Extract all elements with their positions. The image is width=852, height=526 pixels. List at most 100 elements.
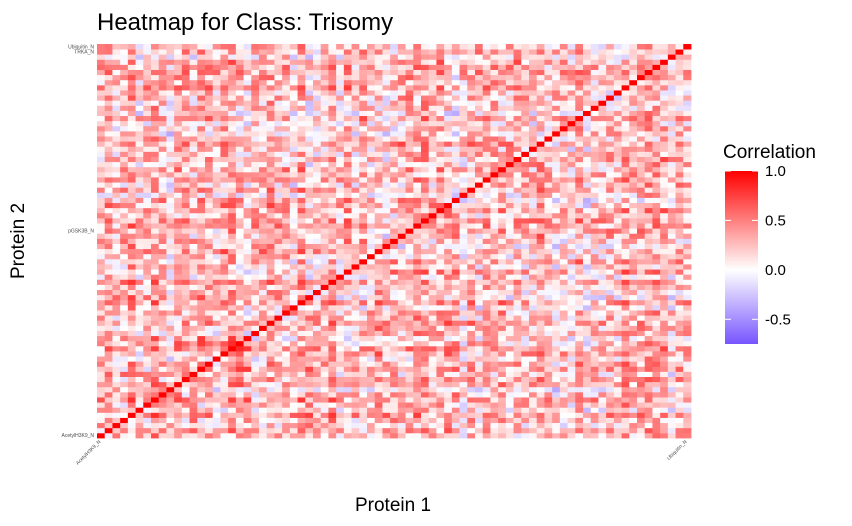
heatmap-cell [482,146,491,152]
heatmap-cell [305,310,314,316]
heatmap-cell [305,243,314,250]
heatmap-cell [212,146,221,152]
heatmap-cell [259,84,268,91]
heatmap-cell [567,202,576,209]
heatmap-cell [590,315,599,321]
heatmap-cell [482,182,491,188]
heatmap-cell [212,422,221,429]
heatmap-cell [451,294,460,301]
heatmap-cell [529,171,538,178]
heatmap-cell [590,243,599,250]
heatmap-cell [274,391,283,398]
heatmap-cell [120,233,129,239]
heatmap-cell [151,95,160,101]
heatmap-cell [359,100,368,106]
heatmap-cell [120,391,129,398]
heatmap-cell [259,120,268,127]
heatmap-cell [405,84,414,91]
heatmap-cell [181,381,190,388]
heatmap-cell [405,397,414,403]
heatmap-cell [336,84,345,91]
heatmap-cell [436,233,445,239]
heatmap-cell [513,361,522,367]
heatmap-cell [158,361,167,367]
heatmap-cell [559,59,568,65]
heatmap-cell [436,315,445,321]
heatmap-cell [544,274,553,280]
heatmap-cell [490,391,499,398]
heatmap-cell [266,279,275,285]
heatmap-cell [251,74,260,81]
heatmap-cell [374,269,383,275]
heatmap-cell [266,325,275,331]
heatmap-cell [158,279,167,285]
heatmap-cell [235,386,244,393]
heatmap-cell [428,391,437,398]
heatmap-cell [343,351,352,357]
heatmap-cell [451,228,460,234]
heatmap-cell [505,171,514,178]
heatmap-cell [529,397,538,403]
heatmap-cell [243,223,252,229]
heatmap-cell [436,361,445,367]
heatmap-cell [212,340,221,347]
heatmap-cell [505,274,514,280]
heatmap-cell [559,330,568,337]
heatmap-cell [320,238,329,244]
heatmap-cell [367,44,376,50]
heatmap-cell [521,192,530,198]
heatmap-cell [289,432,298,439]
heatmap-cell [444,304,453,311]
heatmap-cell [590,371,599,377]
heatmap-cell [212,120,221,127]
heatmap-cell [212,141,221,147]
heatmap-cell [336,59,345,65]
heatmap-cell [513,274,522,280]
heatmap-cell [351,274,360,280]
heatmap-cell [444,59,453,65]
heatmap-cell [181,161,190,168]
heatmap-cell [282,44,291,50]
heatmap-cell [359,351,368,357]
heatmap-cell [367,202,376,209]
heatmap-cell [467,146,476,152]
heatmap-cell [259,202,268,209]
heatmap-cell [367,166,376,173]
heatmap-cell [336,95,345,101]
heatmap-cell [143,233,152,239]
heatmap-cell [104,207,113,214]
heatmap-cell [205,294,214,301]
heatmap-cell [328,366,337,372]
heatmap-cell [513,228,522,234]
heatmap-cell [382,258,391,265]
heatmap-cell [127,177,136,183]
heatmap-cell [413,44,422,50]
heatmap-cell [552,412,561,418]
heatmap-cell [544,187,553,193]
heatmap-cell [505,182,514,188]
heatmap-cell [104,84,113,91]
heatmap-cell [374,166,383,173]
heatmap-cell [97,141,106,147]
heatmap-cell [313,54,322,60]
heatmap-cell [135,228,144,234]
heatmap-cell [397,105,406,111]
heatmap-cell [181,289,190,296]
heatmap-cell [359,177,368,183]
heatmap-cell [166,95,175,101]
heatmap-cell [235,217,244,224]
heatmap-cell [197,151,206,157]
heatmap-cell [197,351,206,357]
heatmap-cell [536,427,545,434]
heatmap-cell [127,95,136,101]
heatmap-cell [274,407,283,413]
heatmap-cell [297,115,306,122]
heatmap-cell [135,376,144,383]
heatmap-cell [282,136,291,142]
heatmap-cell [313,366,322,372]
heatmap-cell [521,351,530,357]
heatmap-cell [328,248,337,255]
heatmap-cell [220,79,229,86]
heatmap-cell [143,156,152,163]
heatmap-cell [158,310,167,316]
